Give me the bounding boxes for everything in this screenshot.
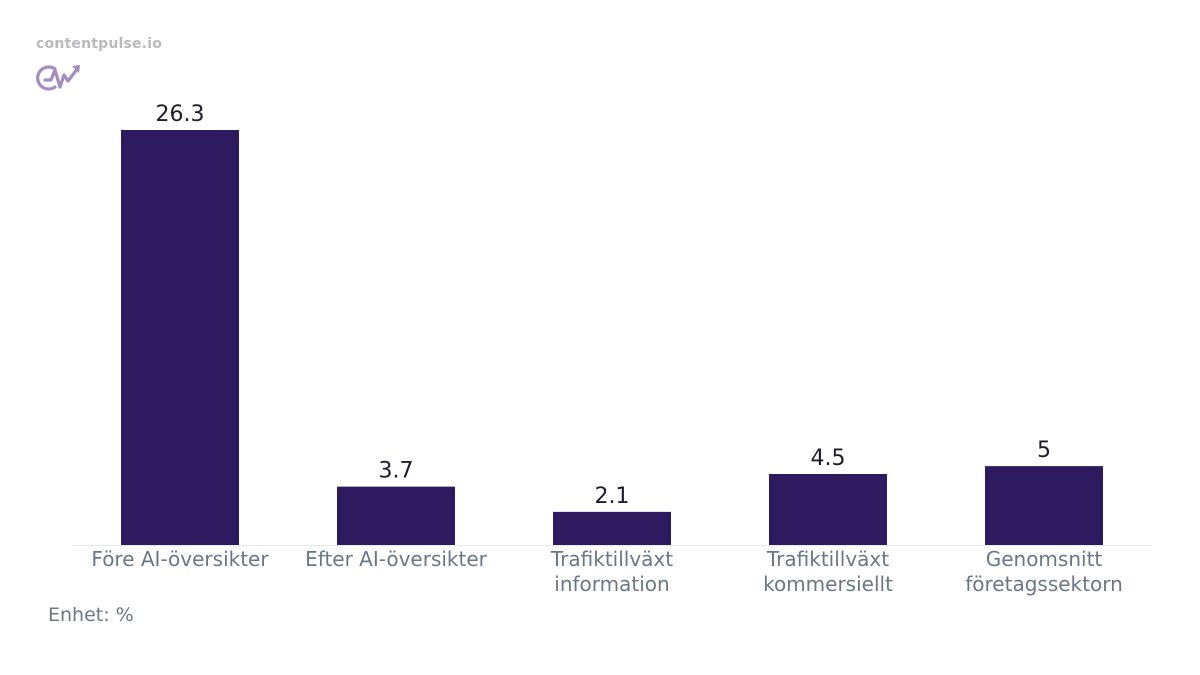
cp-pulse-logo-icon: [36, 65, 80, 91]
category-label-1-line-0: Efter AI-översikter: [305, 547, 488, 571]
bar-0: [121, 130, 239, 545]
category-label-2-line-0: Trafiktillväxt: [550, 547, 673, 571]
category-label-4-line-0: Genomsnitt: [986, 547, 1103, 571]
bar-3: [769, 473, 887, 545]
bar-4: [985, 466, 1103, 545]
value-label-4: 5: [1037, 438, 1051, 463]
category-label-3-line-0: Trafiktillväxt: [766, 547, 889, 571]
bar-2: [553, 511, 671, 545]
brand-site-name: contentpulse.io: [36, 36, 163, 52]
value-label-2: 2.1: [595, 484, 630, 509]
value-label-1: 3.7: [379, 459, 414, 484]
category-label-3-line-1: kommersiellt: [763, 572, 893, 596]
category-label-2-line-1: information: [554, 572, 669, 596]
category-label-4-line-1: företagssektorn: [965, 572, 1123, 596]
value-label-3: 4.5: [811, 446, 846, 471]
unit-note: Enhet: %: [48, 604, 134, 626]
bar-1: [337, 486, 455, 545]
category-label-0-line-0: Före AI-översikter: [91, 547, 269, 571]
value-label-0: 26.3: [156, 102, 205, 127]
